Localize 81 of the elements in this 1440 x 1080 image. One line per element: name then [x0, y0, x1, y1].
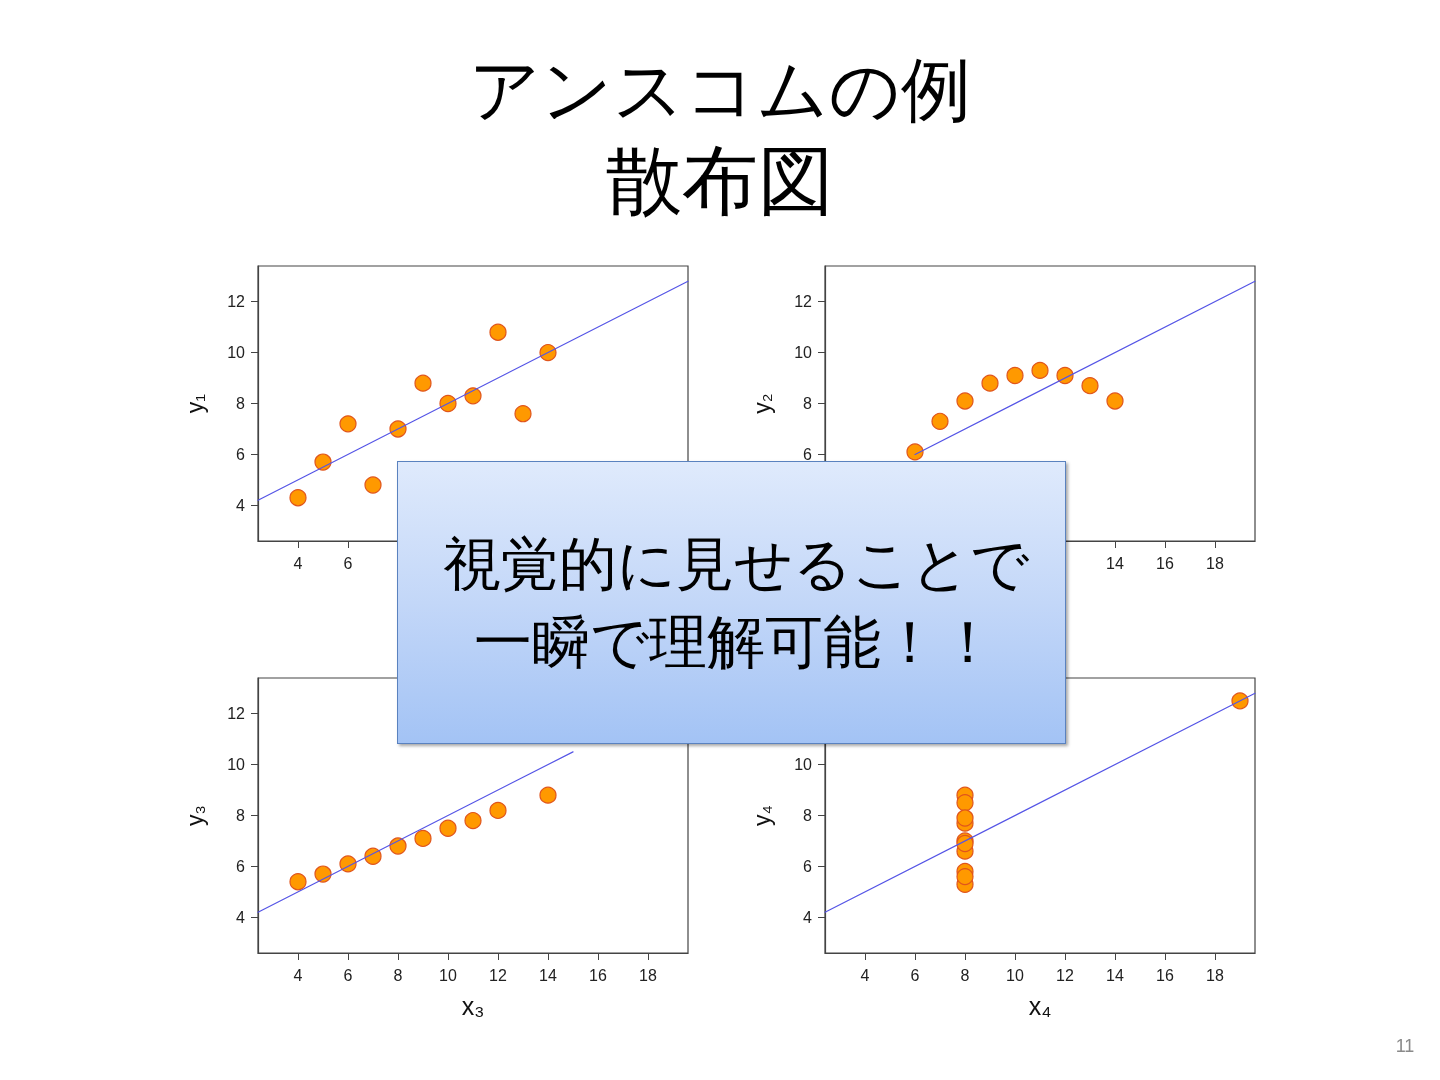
point [1031, 361, 1049, 379]
point [956, 868, 974, 886]
point [464, 812, 482, 830]
y-axis-title: y₄ [748, 805, 775, 826]
x-tick-label: 6 [343, 554, 353, 572]
x-tick-label: 8 [393, 966, 403, 984]
point [1006, 366, 1024, 385]
x-tick-label: 4 [293, 966, 303, 984]
y-tick-label: 10 [227, 756, 246, 774]
y-tick-label: 6 [803, 445, 813, 463]
point [539, 343, 557, 362]
point [539, 786, 557, 804]
text: 散布図 [606, 136, 834, 225]
y-tick-label: 4 [236, 496, 246, 514]
y-tick-label: 8 [803, 395, 813, 412]
point [414, 829, 432, 848]
x-tick-label: 18 [1206, 966, 1224, 984]
point [956, 809, 974, 827]
y-tick-label: 6 [803, 857, 813, 875]
point [1081, 377, 1099, 395]
x-tick-label: 16 [1156, 966, 1174, 984]
x-tick-label: 14 [539, 966, 557, 984]
y-tick-label: 12 [227, 293, 246, 311]
x-tick-label: 14 [1106, 966, 1124, 984]
y-tick-label: 6 [236, 445, 246, 463]
text: アンスコムの例 [469, 49, 971, 131]
y-tick-label: 10 [794, 344, 813, 362]
point [514, 405, 532, 423]
x-tick-label: 12 [489, 966, 507, 984]
point [1106, 392, 1124, 410]
x-tick-label: 8 [960, 966, 970, 984]
point [931, 412, 949, 430]
x-tick-label: 6 [343, 966, 353, 984]
text: 一瞬で理解可能！！ [474, 607, 997, 676]
y-tick-label: 6 [236, 857, 246, 875]
x-axis-title: x₃ [461, 991, 485, 1020]
x-tick-label: 16 [589, 966, 607, 984]
y-tick-label: 4 [236, 908, 246, 926]
y-axis-title: y₁ [181, 393, 208, 414]
x-tick-label: 12 [1056, 966, 1074, 984]
point [906, 443, 924, 461]
y-tick-label: 8 [236, 395, 246, 412]
x-tick-label: 10 [439, 966, 457, 984]
point [314, 865, 332, 883]
y-tick-label: 4 [803, 908, 813, 926]
y-tick-label: 10 [227, 344, 246, 362]
x-tick-label: 4 [293, 554, 303, 572]
point [439, 394, 457, 413]
point [289, 489, 307, 507]
point [981, 374, 999, 392]
y-tick-label: 12 [227, 705, 246, 723]
x-tick-label: 4 [860, 966, 870, 984]
point [489, 323, 507, 341]
text: 11 [1394, 1036, 1416, 1056]
y-axis-title: y₃ [181, 805, 208, 826]
point [1056, 366, 1074, 385]
point [389, 420, 407, 438]
y-axis-title: y₂ [748, 393, 775, 414]
x-tick-label: 10 [1006, 966, 1024, 984]
point [956, 392, 974, 410]
y-tick-label: 12 [794, 293, 813, 311]
point [339, 415, 357, 433]
x-tick-label: 14 [1106, 554, 1124, 572]
x-tick-label: 16 [1156, 554, 1174, 572]
point [414, 374, 432, 392]
point [439, 819, 457, 837]
x-tick-label: 6 [910, 966, 920, 984]
y-tick-label: 8 [803, 807, 813, 824]
y-tick-label: 10 [794, 756, 813, 774]
point [464, 387, 482, 405]
point [314, 453, 332, 471]
x-tick-label: 18 [1206, 554, 1224, 572]
annotation: 視覚的に見せることで [442, 529, 1029, 598]
point [289, 873, 307, 891]
point [489, 801, 507, 819]
x-tick-label: 18 [639, 966, 657, 984]
y-tick-label: 8 [236, 807, 246, 824]
x-axis-title: x₄ [1028, 991, 1052, 1020]
point [364, 476, 382, 494]
point [956, 794, 974, 812]
point [389, 837, 407, 855]
